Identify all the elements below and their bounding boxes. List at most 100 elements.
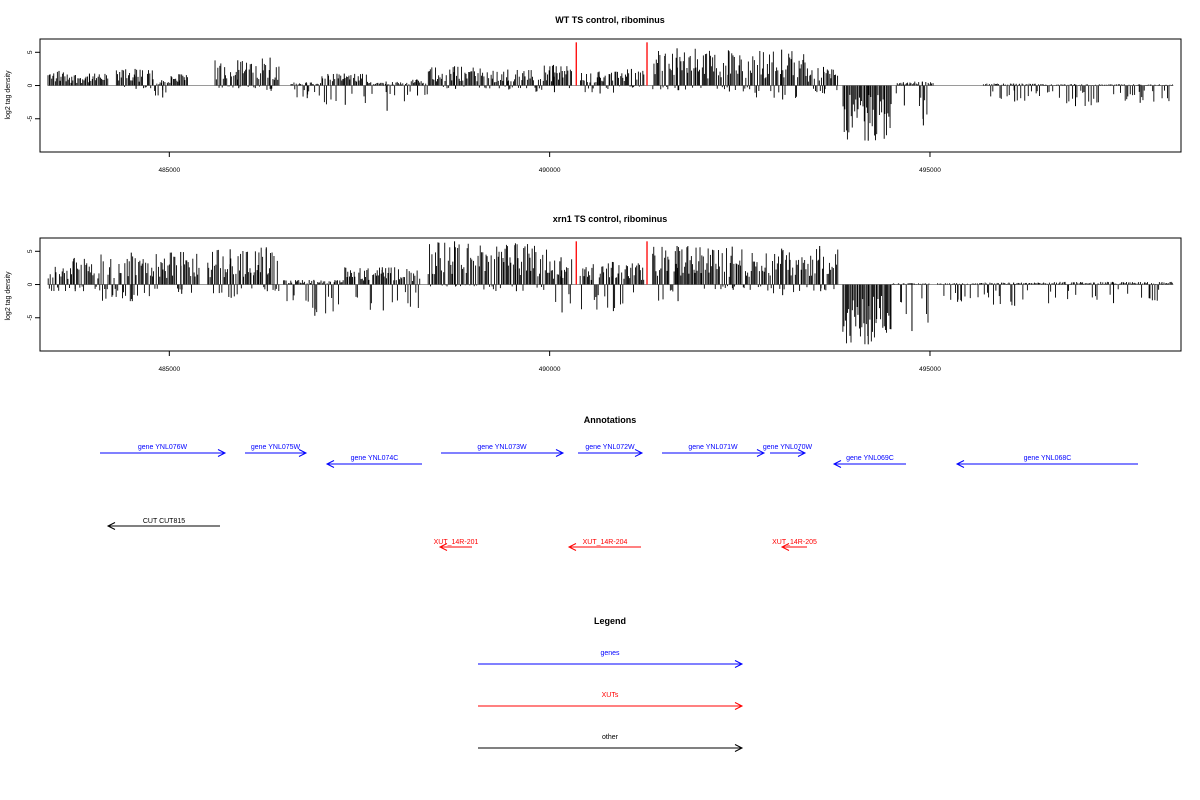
- arrow-head: [438, 543, 448, 551]
- bar-cluster: [618, 68, 645, 88]
- bar-cluster: [427, 241, 481, 287]
- gene-arrow: [770, 449, 807, 457]
- arrow-head: [217, 449, 227, 457]
- y-tick-label: 0: [27, 282, 34, 286]
- annotation-label: gene YNL068C: [1024, 455, 1072, 462]
- bar-cluster: [975, 282, 1052, 306]
- bar-cluster: [214, 60, 260, 89]
- annotation-label: gene YNL070W: [763, 444, 813, 451]
- wt-data-marks: [47, 42, 1174, 141]
- x-tick-label: 495000: [919, 366, 941, 373]
- arrow-head: [555, 449, 565, 457]
- xrn1-panel-title: xrn1 TS control, ribominus: [553, 214, 668, 224]
- annotation-label: XUT_14R-205: [772, 539, 817, 546]
- bar-cluster: [534, 64, 572, 93]
- legend-arrow: [478, 702, 744, 710]
- legend-arrow: [478, 660, 744, 668]
- y-tick-label: 5: [27, 50, 34, 54]
- annotation-label: XUT_14R-204: [583, 539, 628, 546]
- annotations-title: Annotations: [584, 415, 637, 425]
- annotation-label: XUT_14R-201: [434, 539, 479, 546]
- bar-cluster: [405, 79, 428, 96]
- bar-cluster: [481, 69, 534, 90]
- bar-cluster: [1104, 84, 1173, 103]
- annotation-label: gene YNL072W: [585, 444, 635, 451]
- annotations-panel: Annotations gene YNL076W gene YNL075Wgene…: [100, 415, 1138, 551]
- arrow-head: [106, 522, 116, 530]
- bar-cluster: [207, 249, 253, 298]
- bar-cluster: [283, 279, 344, 316]
- bar-cluster: [982, 83, 1044, 102]
- legend-label: XUTs: [602, 692, 619, 699]
- gene-arrow: [325, 460, 422, 468]
- arrow-head: [832, 460, 842, 468]
- bar-cluster: [580, 71, 618, 94]
- gene-arrow: [100, 449, 227, 457]
- arrow-head: [797, 449, 807, 457]
- bar-cluster: [937, 283, 975, 302]
- annotation-label: gene YNL075W: [251, 444, 301, 451]
- bar-cluster: [154, 80, 169, 98]
- x-tick-label: 485000: [158, 366, 180, 373]
- bar-cluster: [842, 85, 892, 141]
- bar-cluster: [321, 73, 367, 105]
- xut-arrow: [567, 543, 641, 551]
- gene-arrow: [245, 449, 308, 457]
- x-tick-label: 490000: [539, 167, 561, 174]
- annotation-label: gene YNL071W: [688, 444, 738, 451]
- bar-cluster: [427, 66, 481, 89]
- x-tick-label: 485000: [158, 167, 180, 174]
- bar-cluster: [895, 82, 911, 106]
- legend-arrow: [478, 744, 744, 752]
- arrow-head: [955, 460, 965, 468]
- x-tick-label: 490000: [539, 366, 561, 373]
- y-tick-label: -5: [27, 314, 34, 320]
- wt-plot-frame: [39, 38, 1182, 153]
- legend-label: genes: [600, 650, 620, 657]
- legend-label: other: [602, 734, 619, 741]
- bar-cluster: [701, 50, 755, 92]
- xrn1-plot-frame: [39, 237, 1182, 352]
- bar-cluster: [1051, 281, 1173, 304]
- y-tick-label: 0: [27, 83, 34, 87]
- bar-cluster: [910, 81, 934, 126]
- wt-y-ticks: -5 0 5: [27, 50, 40, 122]
- gene-arrow: [441, 449, 565, 457]
- arrow-head: [634, 449, 644, 457]
- bar-cluster: [652, 245, 702, 302]
- wt-y-axis-label: log2 tag density: [5, 70, 12, 120]
- arrow-head: [734, 702, 744, 710]
- bar-cluster: [800, 245, 839, 292]
- annotation-label: gene YNL069C: [846, 455, 894, 462]
- xrn1-data-marks: [47, 241, 1174, 345]
- bar-cluster: [807, 66, 839, 94]
- x-tick-label: 495000: [919, 167, 941, 174]
- arrow-head: [734, 660, 744, 668]
- legend: Legend genes XUTs other: [478, 616, 744, 752]
- bar-cluster: [115, 68, 154, 89]
- bar-cluster: [579, 261, 645, 312]
- arrow-head: [734, 744, 744, 752]
- gene-arrow: [832, 460, 906, 468]
- xut-arrow: [438, 543, 472, 551]
- bar-cluster: [842, 284, 892, 345]
- xrn1-y-axis-label: log2 tag density: [5, 271, 12, 321]
- xrn1-x-ticks: 485000 490000 495000: [158, 351, 941, 373]
- bar-cluster: [290, 82, 321, 99]
- xrn1-panel: xrn1 TS control, ribominus log2 tag dens…: [5, 214, 1182, 373]
- bar-cluster: [549, 257, 573, 313]
- bar-cluster: [253, 247, 280, 292]
- bar-cluster: [652, 48, 702, 91]
- xrn1-y-ticks: -5 0 5: [27, 249, 40, 321]
- annotation-label: gene YNL074C: [351, 455, 399, 462]
- bar-cluster: [367, 81, 405, 111]
- bar-cluster: [481, 243, 550, 292]
- bar-cluster: [161, 251, 200, 294]
- bar-cluster: [47, 257, 101, 292]
- wt-panel: WT TS control, ribominus log2 tag densit…: [5, 15, 1182, 174]
- annotation-arrows: gene YNL076W gene YNL075W gene YNL074C gene…: [100, 444, 1138, 551]
- y-tick-label: -5: [27, 115, 34, 121]
- gene-arrow: [955, 460, 1138, 468]
- other-arrow: [106, 522, 220, 530]
